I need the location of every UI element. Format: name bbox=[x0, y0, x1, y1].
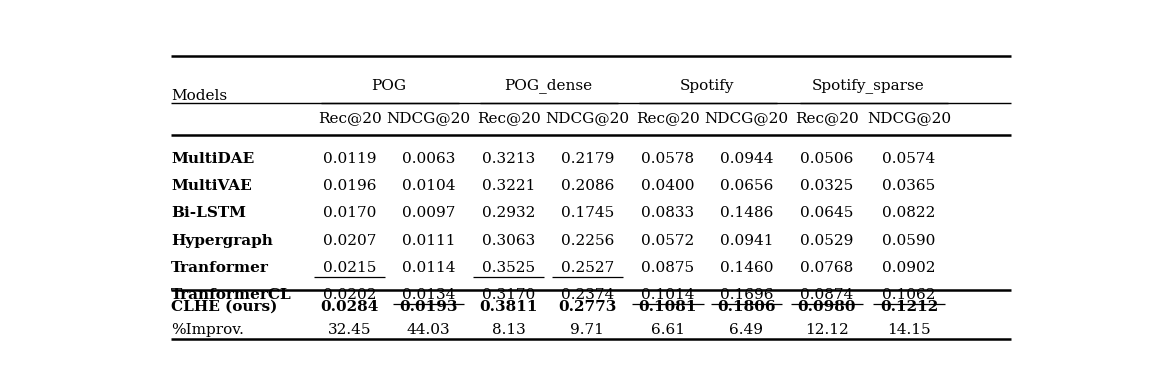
Text: 0.0833: 0.0833 bbox=[641, 207, 694, 220]
Text: 0.0325: 0.0325 bbox=[800, 179, 853, 193]
Text: Rec@20: Rec@20 bbox=[636, 111, 700, 126]
Text: 0.0941: 0.0941 bbox=[719, 233, 774, 248]
Text: 0.0114: 0.0114 bbox=[401, 261, 455, 275]
Text: 0.0104: 0.0104 bbox=[401, 179, 455, 193]
Text: Rec@20: Rec@20 bbox=[318, 111, 382, 126]
Text: 0.0196: 0.0196 bbox=[323, 179, 376, 193]
Text: 0.0202: 0.0202 bbox=[323, 288, 376, 302]
Text: 0.0529: 0.0529 bbox=[800, 233, 853, 248]
Text: 8.13: 8.13 bbox=[492, 323, 526, 337]
Text: 0.0656: 0.0656 bbox=[719, 179, 773, 193]
Text: 0.3811: 0.3811 bbox=[480, 300, 538, 314]
Text: MultiDAE: MultiDAE bbox=[171, 152, 254, 166]
Text: 0.1014: 0.1014 bbox=[641, 288, 694, 302]
Text: 0.0572: 0.0572 bbox=[641, 233, 694, 248]
Text: POG: POG bbox=[371, 79, 407, 93]
Text: Bi-LSTM: Bi-LSTM bbox=[171, 207, 246, 220]
Text: 0.0590: 0.0590 bbox=[882, 233, 936, 248]
Text: 0.1806: 0.1806 bbox=[717, 300, 776, 314]
Text: 32.45: 32.45 bbox=[327, 323, 371, 337]
Text: 0.2086: 0.2086 bbox=[560, 179, 615, 193]
Text: 0.3170: 0.3170 bbox=[482, 288, 535, 302]
Text: 0.3213: 0.3213 bbox=[482, 152, 535, 166]
Text: 14.15: 14.15 bbox=[887, 323, 930, 337]
Text: 0.1696: 0.1696 bbox=[719, 288, 774, 302]
Text: CLHE (ours): CLHE (ours) bbox=[171, 300, 278, 314]
Text: Hypergraph: Hypergraph bbox=[171, 233, 273, 248]
Text: 12.12: 12.12 bbox=[805, 323, 849, 337]
Text: 0.0574: 0.0574 bbox=[882, 152, 935, 166]
Text: 0.2932: 0.2932 bbox=[482, 207, 535, 220]
Text: 0.0822: 0.0822 bbox=[882, 207, 936, 220]
Text: 0.0944: 0.0944 bbox=[719, 152, 774, 166]
Text: 0.0207: 0.0207 bbox=[323, 233, 376, 248]
Text: NDCG@20: NDCG@20 bbox=[386, 111, 470, 126]
Text: 0.0193: 0.0193 bbox=[399, 300, 458, 314]
Text: 0.0119: 0.0119 bbox=[323, 152, 376, 166]
Text: Rec@20: Rec@20 bbox=[794, 111, 859, 126]
Text: 0.2374: 0.2374 bbox=[560, 288, 613, 302]
Text: 0.3221: 0.3221 bbox=[482, 179, 535, 193]
Text: 0.1486: 0.1486 bbox=[719, 207, 773, 220]
Text: 0.2527: 0.2527 bbox=[560, 261, 613, 275]
Text: TranformerCL: TranformerCL bbox=[171, 288, 292, 302]
Text: 0.0365: 0.0365 bbox=[882, 179, 935, 193]
Text: 0.0875: 0.0875 bbox=[641, 261, 694, 275]
Text: 0.0097: 0.0097 bbox=[401, 207, 455, 220]
Text: 6.49: 6.49 bbox=[730, 323, 763, 337]
Text: 44.03: 44.03 bbox=[407, 323, 450, 337]
Text: NDCG@20: NDCG@20 bbox=[704, 111, 789, 126]
Text: 0.1745: 0.1745 bbox=[560, 207, 613, 220]
Text: 0.1460: 0.1460 bbox=[719, 261, 774, 275]
Text: 0.0578: 0.0578 bbox=[641, 152, 694, 166]
Text: 0.0980: 0.0980 bbox=[798, 300, 856, 314]
Text: Tranformer: Tranformer bbox=[171, 261, 269, 275]
Text: 0.0215: 0.0215 bbox=[323, 261, 376, 275]
Text: %Improv.: %Improv. bbox=[171, 323, 243, 337]
Text: 0.0170: 0.0170 bbox=[323, 207, 376, 220]
Text: Spotify_sparse: Spotify_sparse bbox=[812, 79, 925, 93]
Text: 0.1212: 0.1212 bbox=[880, 300, 939, 314]
Text: Spotify: Spotify bbox=[680, 79, 734, 93]
Text: 0.0506: 0.0506 bbox=[800, 152, 853, 166]
Text: 6.61: 6.61 bbox=[650, 323, 685, 337]
Text: NDCG@20: NDCG@20 bbox=[545, 111, 630, 126]
Text: 0.2256: 0.2256 bbox=[560, 233, 615, 248]
Text: 0.0902: 0.0902 bbox=[882, 261, 936, 275]
Text: 0.0874: 0.0874 bbox=[800, 288, 853, 302]
Text: 0.3063: 0.3063 bbox=[482, 233, 535, 248]
Text: Rec@20: Rec@20 bbox=[477, 111, 541, 126]
Text: 0.0645: 0.0645 bbox=[800, 207, 853, 220]
Text: 0.0134: 0.0134 bbox=[401, 288, 455, 302]
Text: POG_dense: POG_dense bbox=[504, 79, 593, 93]
Text: NDCG@20: NDCG@20 bbox=[867, 111, 951, 126]
Text: 0.1062: 0.1062 bbox=[882, 288, 936, 302]
Text: 0.3525: 0.3525 bbox=[482, 261, 535, 275]
Text: 0.0063: 0.0063 bbox=[401, 152, 455, 166]
Text: 0.0111: 0.0111 bbox=[401, 233, 455, 248]
Text: 0.1081: 0.1081 bbox=[639, 300, 698, 314]
Text: MultiVAE: MultiVAE bbox=[171, 179, 251, 193]
Text: 0.2179: 0.2179 bbox=[560, 152, 615, 166]
Text: 0.0400: 0.0400 bbox=[641, 179, 694, 193]
Text: 0.0768: 0.0768 bbox=[800, 261, 853, 275]
Text: Models: Models bbox=[171, 89, 227, 103]
Text: 0.2773: 0.2773 bbox=[558, 300, 617, 314]
Text: 9.71: 9.71 bbox=[571, 323, 604, 337]
Text: 0.0284: 0.0284 bbox=[321, 300, 379, 314]
